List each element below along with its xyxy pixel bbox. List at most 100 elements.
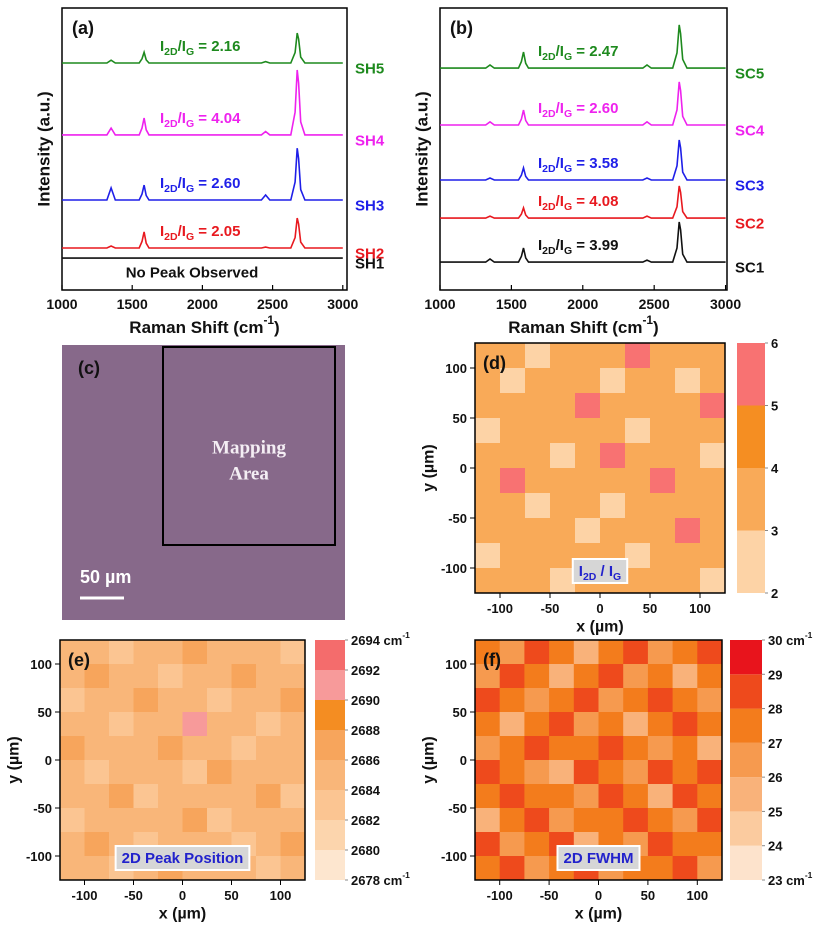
heatmap-cell bbox=[623, 688, 649, 713]
heatmap-cell bbox=[133, 784, 159, 809]
text-segment: 2D bbox=[542, 201, 556, 213]
colorbar-tick-label: 2688 bbox=[351, 723, 380, 738]
ratio-label: I2D/IG = 3.99 bbox=[538, 237, 618, 258]
ratio-value: 4.04 bbox=[211, 109, 241, 126]
panel-label: (d) bbox=[483, 353, 506, 373]
tick-text: 100 bbox=[445, 361, 467, 376]
text-segment: 2D bbox=[164, 183, 178, 195]
heatmap-cell bbox=[575, 518, 601, 544]
ratio-value: 3.99 bbox=[589, 237, 618, 254]
tick-text: 2694 cm bbox=[351, 633, 402, 648]
ratio-label: I2D/IG = 2.16 bbox=[160, 37, 240, 58]
tick-text: -100 bbox=[441, 561, 467, 576]
text-segment: /I bbox=[178, 37, 186, 54]
text-segment: ) bbox=[653, 318, 659, 337]
heatmap-cell bbox=[475, 640, 501, 665]
heatmap-cell bbox=[650, 343, 676, 369]
tick-text: 3000 bbox=[710, 296, 741, 312]
colorbar-tick-label: 3 bbox=[771, 523, 778, 538]
heatmap-cell bbox=[109, 736, 134, 761]
y-tick-label: 100 bbox=[445, 657, 467, 672]
heatmap-cell bbox=[499, 640, 525, 665]
heatmap-cell bbox=[575, 418, 601, 444]
text-segment: G bbox=[186, 46, 194, 58]
heatmap-cell bbox=[600, 493, 626, 519]
tick-text: 2686 bbox=[351, 753, 380, 768]
heatmap-cell bbox=[158, 640, 183, 665]
heatmap-cell bbox=[475, 688, 501, 713]
heatmap-cell bbox=[60, 784, 85, 809]
tick-text: 50 bbox=[643, 601, 657, 616]
heatmap-cell bbox=[700, 418, 726, 444]
inset-label: 2D Peak Position bbox=[122, 850, 244, 867]
text-segment: G bbox=[186, 118, 194, 130]
heatmap-cell bbox=[575, 468, 601, 494]
heatmap-cell bbox=[625, 418, 651, 444]
heatmap-cell bbox=[499, 784, 525, 809]
heatmap-cell bbox=[525, 418, 551, 444]
heatmap-cell bbox=[280, 664, 306, 689]
heatmap-cell bbox=[207, 808, 232, 833]
heatmap-cell bbox=[697, 832, 723, 857]
ratio-value: 3.58 bbox=[589, 155, 618, 172]
heatmap-cell bbox=[182, 712, 208, 737]
heatmap-cell bbox=[650, 368, 676, 394]
colorbar-tick-label: 2 bbox=[771, 586, 778, 601]
tick-text: 2684 bbox=[351, 783, 381, 798]
heatmap-cell bbox=[207, 712, 232, 737]
colorbar-band bbox=[730, 640, 762, 675]
y-tick-label: 50 bbox=[453, 411, 467, 426]
colorbar-band bbox=[315, 820, 345, 850]
heatmap-cell bbox=[182, 736, 208, 761]
heatmap-cell bbox=[500, 468, 526, 494]
colorbar-band bbox=[315, 670, 345, 700]
heatmap-cell bbox=[84, 760, 110, 785]
tick-text: 50 bbox=[453, 411, 467, 426]
heatmap-cell bbox=[672, 784, 698, 809]
heatmap-cell bbox=[475, 418, 501, 444]
heatmap-cell bbox=[182, 808, 208, 833]
colorbar-tick-label: 2684 bbox=[351, 783, 381, 798]
heatmap-cell bbox=[600, 518, 626, 544]
series-name: SC1 bbox=[735, 260, 764, 277]
heatmap-cell bbox=[697, 808, 723, 833]
heatmap-cell bbox=[207, 664, 232, 689]
heatmap-cell bbox=[525, 493, 551, 519]
heatmap-cell bbox=[499, 832, 525, 857]
heatmap-cell bbox=[575, 493, 601, 519]
mapping-area-box bbox=[162, 346, 336, 546]
panel-label: (e) bbox=[68, 650, 90, 670]
heatmap-cell bbox=[550, 568, 576, 594]
heatmap-cell bbox=[60, 808, 85, 833]
heatmap-cell bbox=[647, 736, 673, 761]
x-tick-label: 0 bbox=[595, 888, 602, 903]
heatmap-cell bbox=[84, 784, 110, 809]
heatmap-cell bbox=[231, 640, 257, 665]
heatmap-cell bbox=[207, 760, 232, 785]
heatmap-cell bbox=[475, 368, 501, 394]
heatmap-cell bbox=[475, 664, 501, 689]
heatmap-cell bbox=[475, 784, 501, 809]
tick-text: 2678 cm bbox=[351, 873, 402, 888]
spectrum-line bbox=[62, 148, 343, 201]
inset-label-box bbox=[571, 558, 629, 584]
y-axis-label: Intensity (a.u.) bbox=[413, 91, 432, 206]
heatmap-cell bbox=[573, 760, 599, 785]
y-axis-label: y (µm) bbox=[421, 736, 438, 783]
heatmap-cell bbox=[623, 784, 649, 809]
heatmap-cell bbox=[697, 736, 723, 761]
text-segment: G bbox=[186, 231, 194, 243]
text-segment: G bbox=[613, 571, 621, 583]
panel-label: (b) bbox=[450, 18, 473, 38]
text-segment: /I bbox=[178, 109, 186, 126]
spectrum-line bbox=[62, 32, 343, 64]
annotation: No Peak Observed bbox=[126, 265, 259, 282]
heatmap-cell bbox=[256, 760, 281, 785]
heatmap-cell bbox=[575, 368, 601, 394]
tick-text: 2682 bbox=[351, 813, 380, 828]
heatmap-cell bbox=[524, 664, 550, 689]
heatmap-cell bbox=[675, 418, 701, 444]
text-segment: I bbox=[538, 100, 542, 117]
heatmap-cell bbox=[60, 688, 85, 713]
